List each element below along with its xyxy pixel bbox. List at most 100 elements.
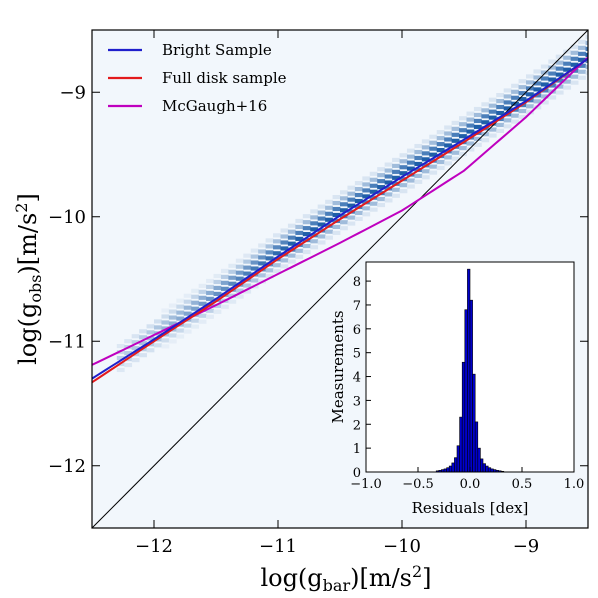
heatmap-cell [555,84,564,89]
heatmap-cell [332,212,341,218]
heatmap-cell [265,244,274,249]
heatmap-cell [548,95,557,100]
heatmap-cell [585,40,588,46]
heatmap-cell [273,263,281,268]
x-tick-label: −11 [259,536,297,557]
heatmap-cell [280,228,289,233]
heatmap-cell [444,125,452,130]
heatmap-cell [459,116,467,121]
heatmap-cell [325,217,333,222]
heatmap-cell [243,259,252,264]
heatmap-cell [436,148,445,153]
heatmap-cell [578,39,586,44]
heatmap-cell [362,188,371,193]
heatmap-cell [436,165,445,171]
heatmap-cell [295,218,304,224]
heatmap-cell [273,269,281,274]
heatmap-cell [332,194,341,200]
heatmap-cell [540,94,549,99]
heatmap-cell [399,159,408,164]
heatmap-cell [183,323,192,328]
heatmap-cell [570,74,579,79]
heatmap-cell [258,243,266,248]
heatmap-cell [191,294,200,299]
heatmap-cell [213,285,222,290]
heatmap-cell [526,92,534,97]
heatmap-cell [265,268,274,273]
heatmap-cell [526,80,534,85]
heatmap-cell [518,97,527,102]
heatmap-cell [287,229,296,234]
inset-x-tick-label: 0.5 [512,477,533,492]
heatmap-cell [511,83,519,88]
heatmap-cell [399,171,408,176]
heatmap-cell [585,34,588,40]
heatmap-cell [258,261,266,266]
heatmap-cell [131,346,140,351]
heatmap-cell [563,73,572,78]
heatmap-cell [436,159,445,165]
heatmap-cell [436,136,445,141]
heatmap-cell [481,108,490,113]
heatmap-cell [340,190,348,195]
heatmap-cell [555,90,564,95]
heatmap-cell [228,269,237,274]
heatmap-cell [369,207,378,212]
heatmap-cell [302,220,311,225]
heatmap-cell [578,69,586,74]
heatmap-cell [191,324,200,329]
heatmap-cell [392,175,400,180]
heatmap-cell [213,273,222,279]
heatmap-cell [228,281,237,286]
histogram-bar [448,465,453,472]
heatmap-cell [406,148,415,153]
histogram-bar [477,447,481,472]
heatmap-cell [466,117,475,122]
x-tick-label: −9 [513,536,540,557]
heatmap-cell [503,94,512,99]
inset-y-axis-label: Measurements [329,310,347,423]
histogram-bar [480,458,484,472]
heatmap-cell [116,355,125,361]
inset-y-tick-label: 4 [353,371,361,386]
heatmap-cell [518,79,527,84]
heatmap-cell [496,99,505,104]
inset-y-tick-label: 5 [353,347,361,362]
heatmap-cell [139,341,147,346]
heatmap-cell [317,240,326,245]
heatmap-cell [235,264,244,269]
heatmap-cell [354,198,363,204]
heatmap-cell [399,189,408,194]
heatmap-cell [302,214,311,219]
x-axis-label: log(gbar)[m/s2] [260,562,431,595]
heatmap-cell [206,296,214,301]
heatmap-cell [116,344,125,349]
heatmap-cell [540,76,549,81]
heatmap-cell [392,157,400,162]
histogram-bar [487,467,492,472]
inset-x-tick-label: −0.5 [402,477,434,492]
full-disk-sample-line [92,57,588,384]
heatmap-cell [518,85,527,90]
heatmap-cell [317,210,326,215]
heatmap-cell [161,308,170,313]
heatmap-cell [518,91,527,96]
heatmap-cell [340,208,348,213]
heatmap-cell [570,62,579,67]
heatmap-cell [533,69,542,74]
heatmap-cell [488,97,497,102]
heatmap-cell [124,362,133,368]
heatmap-cell [280,258,289,263]
heatmap-cell [429,170,438,175]
heatmap-cell [578,75,586,80]
heatmap-cell [488,103,497,108]
heatmap-cell [414,143,423,149]
heatmap-cell [399,183,408,188]
histogram-bar [464,309,468,472]
heatmap-cell [585,70,588,75]
heatmap-cell [377,167,386,172]
main-series-lines [92,30,588,528]
heatmap-cell [280,234,289,239]
heatmap-cell [377,197,386,202]
heatmap-cell [250,254,259,259]
